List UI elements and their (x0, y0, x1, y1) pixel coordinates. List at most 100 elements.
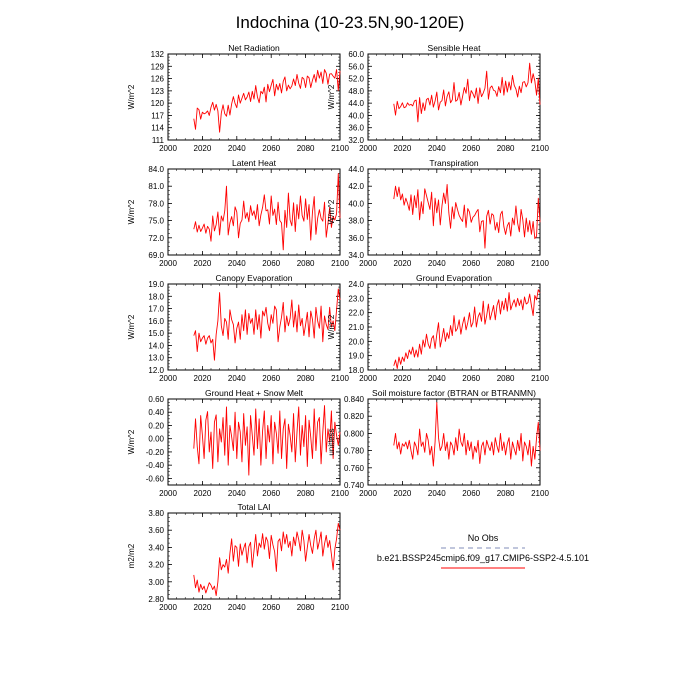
x-tick-label: 2100 (331, 603, 349, 612)
y-tick-label: 120 (151, 99, 165, 108)
series-line (393, 289, 541, 370)
y-tick-label: 23.0 (348, 294, 364, 303)
y-tick-label: 78.0 (148, 199, 164, 208)
y-axis-label: W/m^2 (327, 84, 336, 109)
panel-title: Ground Heat + Snow Melt (205, 388, 304, 398)
x-tick-label: 2020 (194, 374, 212, 383)
y-tick-label: 2.80 (148, 595, 164, 604)
x-tick-label: 2080 (497, 259, 515, 268)
x-tick-label: 2040 (428, 489, 446, 498)
x-tick-label: 2020 (394, 144, 412, 153)
series-line (193, 405, 341, 476)
panel-8: Total LAI m2/m2 2.80 3.00 3.20 3.40 3.60 3.80 20… (127, 502, 349, 612)
x-tick-label: 2040 (228, 489, 246, 498)
series-line (393, 62, 541, 123)
y-tick-label: 0.60 (148, 395, 164, 404)
x-tick-label: 2100 (531, 489, 549, 498)
x-tick-label: 2080 (497, 374, 515, 383)
y-tick-label: 84.0 (148, 165, 164, 174)
figure-title: Indochina (10-23.5N,90-120E) (236, 13, 465, 32)
y-tick-label: 60.0 (348, 50, 364, 59)
y-tick-label: 36.0 (348, 124, 364, 133)
plot-frame (167, 512, 341, 600)
x-tick-label: 2100 (331, 259, 349, 268)
series-line (393, 184, 541, 249)
y-tick-label: 44.0 (348, 165, 364, 174)
y-tick-label: 12.0 (148, 366, 164, 375)
x-tick-label: 2060 (462, 144, 480, 153)
series-line (193, 288, 341, 361)
x-tick-label: 2020 (194, 489, 212, 498)
y-tick-label: 117 (151, 111, 164, 120)
y-tick-label: -0.40 (146, 461, 165, 470)
x-tick-label: 2000 (359, 144, 377, 153)
x-tick-label: 2040 (228, 374, 246, 383)
plot-frame (367, 168, 541, 256)
panel-title: Sensible Heat (428, 43, 482, 53)
y-tick-label: 0.820 (344, 412, 365, 421)
y-tick-label: 0.740 (344, 481, 365, 490)
x-tick-label: 2000 (159, 489, 177, 498)
x-tick-label: 2000 (159, 603, 177, 612)
y-tick-label: 3.00 (148, 578, 164, 587)
panel-title: Net Radiation (228, 43, 280, 53)
x-tick-label: 2060 (462, 374, 480, 383)
x-tick-label: 2020 (394, 259, 412, 268)
y-tick-label: 34.0 (348, 251, 364, 260)
y-tick-label: 40.0 (348, 111, 364, 120)
panel-title: Transpiration (429, 158, 479, 168)
y-tick-label: 20.0 (348, 337, 364, 346)
series-line (193, 69, 341, 133)
y-tick-label: 126 (151, 75, 165, 84)
y-tick-label: 123 (151, 87, 165, 96)
panel-title: Total LAI (237, 502, 270, 512)
x-tick-label: 2100 (331, 489, 349, 498)
y-tick-label: 3.60 (148, 526, 164, 535)
y-axis-label: m2/m2 (127, 543, 136, 568)
y-axis-label: W/m^2 (327, 199, 336, 224)
panel-0: Net Radiation W/m^2 111 114 117 120 123 126 129 1… (127, 43, 349, 153)
y-tick-label: 3.40 (148, 543, 164, 552)
y-tick-label: 18.0 (148, 292, 164, 301)
x-tick-label: 2040 (228, 603, 246, 612)
x-tick-label: 2020 (394, 374, 412, 383)
y-tick-label: 0.760 (344, 464, 365, 473)
x-tick-label: 2000 (359, 489, 377, 498)
y-tick-label: 0.20 (148, 421, 164, 430)
x-tick-label: 2060 (262, 374, 280, 383)
panel-3: Transpiration W/m^2 34.0 36.0 38.0 40.0 42.0 44… (327, 158, 549, 268)
y-tick-label: 44.0 (348, 99, 364, 108)
y-tick-label: 22.0 (348, 309, 364, 318)
y-axis-label: W/m^2 (127, 429, 136, 454)
series-line (193, 173, 341, 251)
y-tick-label: 15.0 (148, 329, 164, 338)
panel-6: Ground Heat + Snow Melt W/m^2 -0.60 -0.40 -0… (127, 388, 349, 498)
y-tick-label: 14.0 (148, 341, 164, 350)
y-tick-label: 17.0 (148, 305, 164, 314)
y-tick-label: 56.0 (348, 62, 364, 71)
y-tick-label: 0.800 (344, 429, 365, 438)
y-tick-label: 3.80 (148, 509, 164, 518)
x-tick-label: 2100 (331, 144, 349, 153)
y-tick-label: 129 (151, 62, 165, 71)
y-tick-label: 13.0 (148, 354, 164, 363)
y-axis-label: W/m^2 (127, 199, 136, 224)
panel-1: Sensible Heat W/m^2 32.0 36.0 40.0 44.0 48.0 52… (327, 43, 549, 153)
y-tick-label: 0.40 (148, 408, 164, 417)
x-tick-label: 2000 (159, 144, 177, 153)
x-tick-label: 2060 (262, 259, 280, 268)
y-tick-label: 132 (151, 50, 165, 59)
x-tick-label: 2020 (194, 603, 212, 612)
y-tick-label: 52.0 (348, 75, 364, 84)
x-tick-label: 2080 (497, 144, 515, 153)
x-tick-label: 2100 (331, 374, 349, 383)
panel-4: Canopy Evaporation W/m^2 12.0 13.0 14.0 15.0 1… (127, 273, 349, 383)
y-tick-label: 21.0 (348, 323, 364, 332)
panel-grid: Net Radiation W/m^2 111 114 117 120 123 126 129 1… (127, 43, 549, 612)
y-tick-label: 72.0 (148, 234, 164, 243)
y-tick-label: 19.0 (348, 352, 364, 361)
x-tick-label: 2000 (359, 374, 377, 383)
y-tick-label: 48.0 (348, 87, 364, 96)
x-tick-label: 2080 (297, 259, 315, 268)
